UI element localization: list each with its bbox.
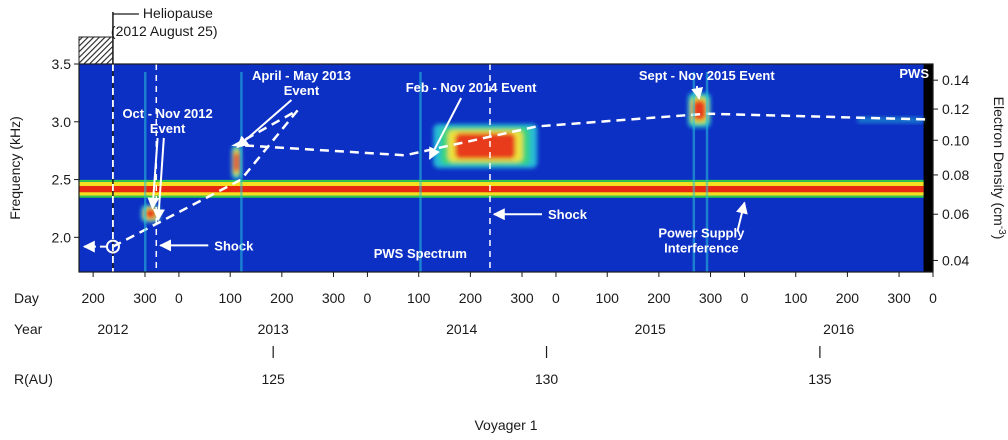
- shock-label-0: Shock: [214, 238, 254, 253]
- y-right-tick-label-5: 0.14: [942, 72, 969, 88]
- x-day-tick-label-4: 200: [270, 290, 294, 306]
- event-emission-2-layer-3: [455, 133, 516, 159]
- x-year-tick-label-0: 2012: [97, 321, 128, 337]
- x-distance-tick-label-1: 130: [535, 371, 559, 387]
- event-arrow-0: [147, 137, 160, 210]
- note-power-supply: Power Supply Interference: [658, 225, 745, 255]
- x-year-tick-label-2: 2014: [446, 321, 477, 337]
- instrument-label: PWS: [899, 66, 929, 81]
- x-day-tick-label-17: 300: [887, 290, 911, 306]
- heliopause-label: Heliopause: [143, 5, 213, 21]
- event-label-0: Oct - Nov 2012 Event: [122, 106, 212, 136]
- x-day-tick-label-12: 200: [647, 290, 671, 306]
- heliopause-marker: [105, 239, 120, 254]
- event-emission-0-layer-3: [145, 208, 157, 219]
- x-day-axis-label: Day: [14, 290, 39, 306]
- x-day-tick-label-14: 0: [741, 290, 749, 306]
- note-pws-spectrum: PWS Spectrum: [374, 246, 467, 261]
- x-day-tick-label-2: 0: [175, 290, 183, 306]
- y-right-axis-label: Electron Density (cm-3): [991, 97, 1008, 240]
- x-day-tick-label-3: 100: [219, 290, 243, 306]
- heliopause-date: (2012 August 25): [111, 23, 218, 39]
- x-year-axis-label: Year: [14, 321, 43, 337]
- x-day-tick-label-10: 0: [552, 290, 560, 306]
- event-label-2: Feb - Nov 2014 Event: [406, 80, 537, 95]
- x-year-tick-label-1: 2013: [258, 321, 289, 337]
- y-left-tick-label-1: 2.5: [52, 172, 72, 188]
- event-label-1: April - May 2013 Event: [252, 68, 351, 98]
- event-arrow-0b: [152, 137, 165, 222]
- interference-band-bottom-edge: [79, 195, 924, 198]
- event-arrow-3: [691, 85, 704, 100]
- note-power-supply-arrow: [736, 201, 748, 232]
- x-day-tick-label-18: 0: [929, 290, 937, 306]
- y-right-axis-label-exp: -3: [997, 226, 1008, 235]
- y-right-tick-label-4: 0.12: [942, 101, 969, 117]
- x-day-tick-label-11: 100: [596, 290, 620, 306]
- figure-footer: Voyager 1: [474, 417, 537, 433]
- y-right-tick-label-1: 0.06: [942, 206, 969, 222]
- x-day-tick-label-7: 100: [407, 290, 431, 306]
- y-right-tick-label-3: 0.10: [942, 132, 969, 148]
- spectrum-streak-3: [692, 72, 696, 272]
- data-gap-region: [923, 64, 933, 272]
- x-day-tick-label-13: 300: [699, 290, 723, 306]
- y-right-axis-label-close: ): [991, 235, 1007, 240]
- event-emission-1-layer-3: [233, 152, 240, 173]
- x-day-tick-label-16: 200: [836, 290, 860, 306]
- x-distance-axis-label: R(AU): [14, 371, 53, 387]
- x-distance-tick-label-0: 125: [261, 371, 285, 387]
- x-day-tick-label-6: 0: [364, 290, 372, 306]
- x-day-tick-label-9: 300: [510, 290, 534, 306]
- spectrum-streak-0: [143, 72, 147, 272]
- x-day-tick-label-8: 200: [459, 290, 483, 306]
- y-left-tick-label-3: 3.5: [52, 56, 72, 72]
- y-right-tick-label-0: 0.04: [942, 252, 969, 268]
- spectrum-streak-1: [240, 72, 243, 272]
- event-arrow-2: [428, 97, 463, 160]
- event-arrow-1: [236, 99, 293, 148]
- x-distance-tick-label-2: 135: [808, 371, 832, 387]
- x-day-tick-label-5: 300: [322, 290, 346, 306]
- interference-band-top-edge: [79, 179, 924, 182]
- y-right-tick-label-2: 0.08: [942, 167, 969, 183]
- shock-label-1: Shock: [548, 207, 588, 222]
- y-left-tick-label-2: 3.0: [52, 114, 72, 130]
- plot-frame: [78, 63, 934, 273]
- late-emission-trace: [857, 117, 924, 124]
- y-right-axis-label-text: Electron Density (cm: [991, 97, 1007, 226]
- trend-dashed-line: [112, 109, 930, 248]
- y-left-axis-label: Frequency (kHz): [7, 116, 23, 219]
- spectrum-streak-4: [705, 72, 709, 272]
- event-label-3: Sept - Nov 2015 Event: [639, 68, 775, 83]
- pre-heliopause-hatch: [78, 36, 114, 65]
- x-day-tick-label-0: 200: [81, 290, 105, 306]
- interference-band-red: [79, 186, 924, 193]
- y-left-tick-label-0: 2.0: [52, 229, 72, 245]
- event-emissions: [141, 92, 711, 223]
- x-day-tick-label-15: 100: [784, 290, 808, 306]
- x-year-tick-label-4: 2016: [823, 321, 854, 337]
- x-year-tick-label-3: 2015: [635, 321, 666, 337]
- x-day-tick-label-1: 300: [133, 290, 157, 306]
- spectrum-streak-2: [419, 72, 422, 272]
